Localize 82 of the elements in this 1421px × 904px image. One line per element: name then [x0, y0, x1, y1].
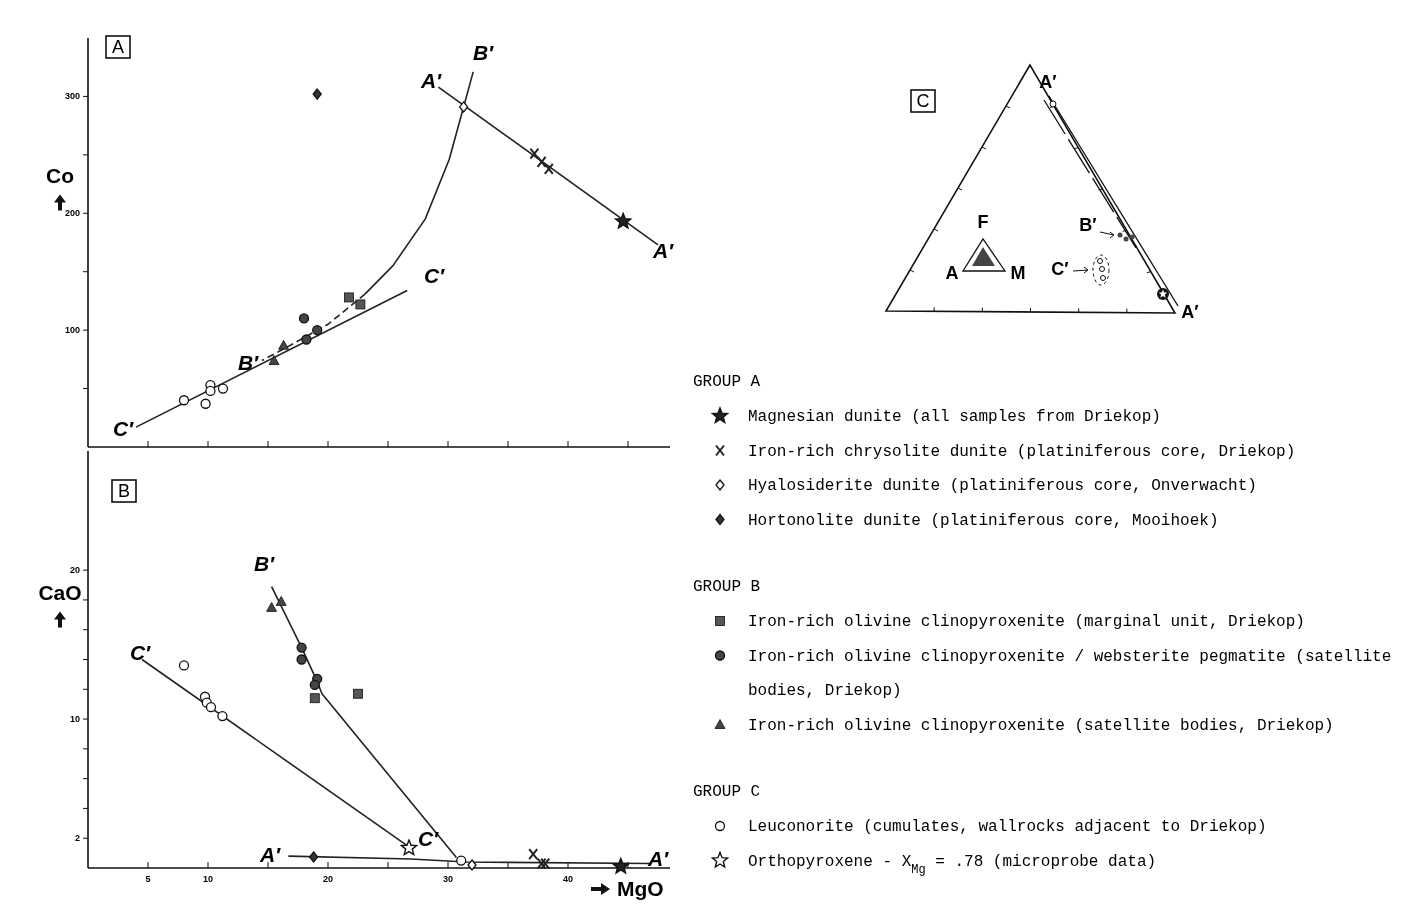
point: [268, 355, 280, 365]
y-axis-title: CaO: [38, 580, 82, 604]
legend-label: Iron-rich olivine clinopyroxenite (marginal unit, Driekop): [748, 613, 1305, 631]
point: [205, 702, 217, 713]
annotation: C′: [129, 641, 152, 664]
legend-label: Orthopyroxene - X$_{Mg}$ = .78 (microprobe data): [748, 852, 1157, 877]
point: [178, 395, 190, 406]
text: GROUP B: [693, 578, 761, 596]
point: [528, 848, 539, 860]
x-tick-label: 40: [562, 874, 574, 884]
point: [543, 162, 554, 175]
text: C: [916, 91, 930, 111]
point: [612, 857, 630, 874]
point: [217, 383, 229, 394]
text: GROUP C: [693, 783, 761, 801]
point: [458, 101, 469, 113]
point: [308, 851, 319, 863]
text: M: [1010, 263, 1026, 283]
text: A′: [1039, 72, 1057, 92]
annotation: A′: [258, 843, 282, 866]
chart-title: A: [111, 37, 125, 57]
annotation: B′: [253, 552, 276, 575]
point: [536, 857, 547, 870]
y-tick-label: 2: [74, 833, 80, 844]
point: [353, 688, 363, 699]
point: [205, 385, 216, 397]
point: [456, 855, 467, 866]
annotation: B′: [237, 351, 260, 374]
y-tick-label: 10: [69, 714, 80, 725]
legend-label: Hortonolite dunite (platiniferous core, Mooihoek): [748, 511, 1219, 530]
text: A′: [1181, 302, 1199, 322]
point: [312, 88, 322, 100]
text: B′: [1079, 215, 1097, 235]
legend-label: Leuconorite (cumulates, wallrocks adjacent to Driekop): [748, 818, 1267, 836]
point: [217, 710, 228, 722]
point: [178, 660, 190, 671]
y-tick-label: 100: [64, 325, 80, 336]
point: [355, 299, 366, 310]
x-axis-title: MgO: [617, 877, 664, 900]
x-tick-label: 20: [322, 874, 334, 884]
annotation: C′: [423, 264, 446, 287]
annotation: C′: [112, 417, 135, 440]
legend-label: Iron-rich olivine clinopyroxenite (satellite bodies, Driekop): [748, 716, 1334, 735]
annotation: A′: [651, 239, 675, 262]
annotation: A′: [646, 847, 670, 870]
text: B: [117, 481, 131, 501]
point: [200, 398, 211, 409]
point: [614, 212, 632, 229]
point: [312, 324, 323, 336]
point: [296, 642, 307, 653]
point: [298, 313, 310, 324]
annotation: A′: [419, 69, 443, 92]
point: [309, 679, 320, 690]
legend-label: Magnesian dunite (all samples from Driekop): [748, 408, 1161, 426]
point: [275, 596, 287, 606]
point: [400, 839, 418, 856]
point: [529, 147, 540, 160]
legend-label: Iron-rich chrysolite dunite (platiniferous core, Driekop): [748, 442, 1296, 461]
point: [278, 339, 289, 350]
text: C′: [1051, 259, 1069, 279]
point: [540, 857, 551, 870]
point: [536, 155, 547, 168]
y-tick-label: 300: [64, 91, 80, 102]
x-tick-label: 10: [202, 874, 214, 884]
y-tick-label: 20: [69, 565, 80, 576]
annotation: B′: [472, 41, 495, 64]
y-axis-title: Co: [46, 163, 74, 187]
point: [467, 859, 477, 871]
y-tick-label: 200: [64, 208, 80, 219]
x-tick-label: 30: [442, 874, 454, 884]
point: [344, 292, 354, 303]
point: [296, 654, 307, 665]
point: [309, 693, 320, 704]
legend-label: Iron-rich olivine clinopyroxenite / websterite pegmatite (satellite bodies, Driekop): [748, 647, 1392, 700]
text: F: [977, 212, 989, 232]
x-tick-label: 5: [145, 874, 151, 884]
annotation: C′: [417, 827, 440, 850]
text: A: [945, 263, 959, 283]
legend-label: Hyalosiderite dunite (platiniferous core, Onverwacht): [748, 477, 1257, 495]
point: [301, 334, 312, 345]
text: GROUP A: [693, 373, 761, 391]
point: [266, 601, 277, 612]
